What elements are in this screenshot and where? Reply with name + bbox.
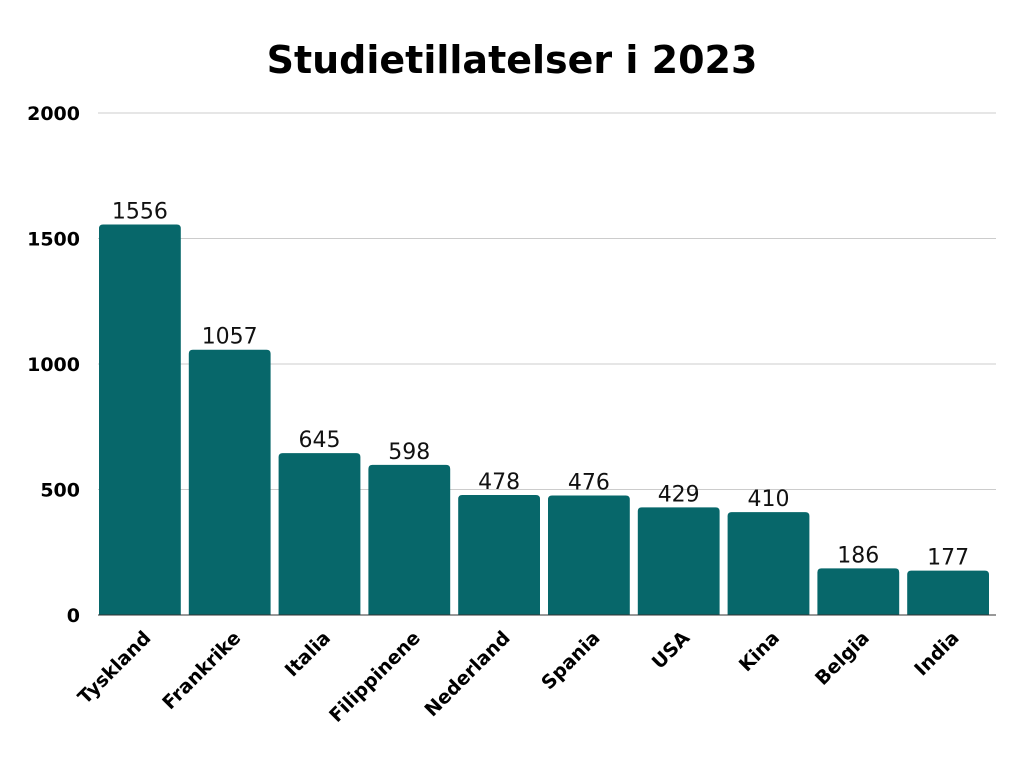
x-tick-label: Kina	[735, 627, 784, 676]
x-tick-label: Belgia	[811, 627, 874, 690]
bar-tyskland	[99, 224, 181, 615]
x-tick-label: USA	[648, 627, 695, 674]
x-tick-label: Tyskland	[74, 627, 156, 709]
bar-value-label: 598	[388, 440, 430, 465]
bar-value-label: 410	[748, 487, 790, 512]
x-tick-label: India	[910, 627, 963, 680]
bar-value-label: 478	[478, 470, 520, 495]
bar-value-label: 177	[927, 546, 969, 571]
bar-value-label: 645	[299, 428, 341, 453]
bar-usa	[637, 507, 720, 615]
bar-value-label: 429	[658, 482, 700, 507]
bar-value-label: 1556	[112, 199, 168, 224]
bar-italia	[278, 453, 361, 615]
bar-india	[907, 570, 989, 615]
y-axis-ticks: 0 500 1000 1500 2000	[27, 103, 80, 627]
x-tick-label: Filippinene	[325, 627, 425, 727]
x-tick-label: Italia	[281, 627, 335, 681]
x-tick-label: Frankrike	[158, 627, 245, 714]
bar-value-label: 476	[568, 471, 610, 496]
bars	[99, 224, 989, 615]
x-axis-ticks: Tyskland Frankrike ItaliaFilippineneNederl…	[74, 627, 964, 727]
bar-nederland	[458, 495, 540, 615]
bar-value-label: 186	[837, 543, 879, 568]
bar-value-label: 1057	[202, 325, 258, 350]
y-tick-label: 500	[40, 480, 80, 502]
x-tick-label: Spania	[537, 627, 604, 694]
bar-spania	[548, 495, 630, 615]
bar-value-labels: 1556 1057 645 598 478 476 429 410 186 177	[112, 199, 969, 570]
y-tick-label: 2000	[27, 103, 80, 125]
chart-title: Studietillatelser i 2023	[266, 38, 758, 82]
bar-kina	[727, 512, 810, 615]
bar-filippinene	[368, 464, 451, 615]
bar-frankrike	[188, 349, 271, 615]
y-tick-label: 0	[67, 605, 80, 627]
bar-belgia	[817, 568, 900, 615]
x-tick-label: Nederland	[421, 627, 515, 721]
y-tick-label: 1500	[27, 229, 80, 251]
y-tick-label: 1000	[27, 354, 80, 376]
